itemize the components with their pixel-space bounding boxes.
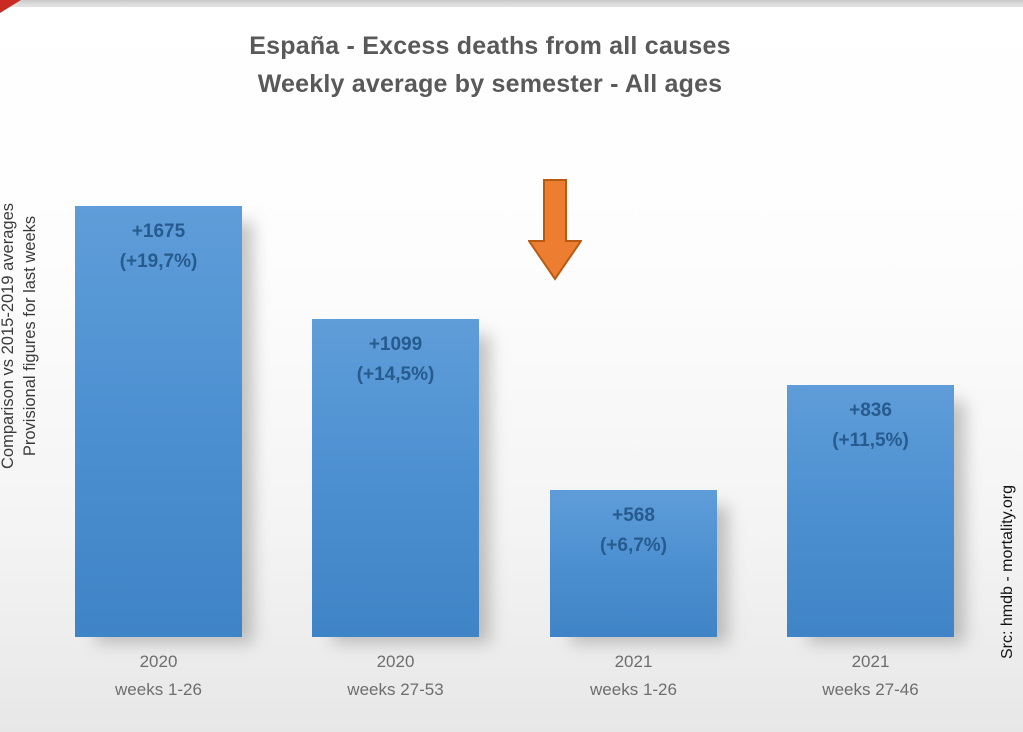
bar-value-label: +568 [612, 505, 655, 526]
x-axis-label-weeks: weeks 1-26 [590, 680, 677, 699]
left-annotation-line1: Comparison vs 2015-2019 averages [0, 203, 17, 469]
x-axis-label: 2020 weeks 1-26 [49, 648, 269, 704]
corner-marker [0, 0, 21, 13]
down-arrow-icon [528, 179, 582, 281]
bar-percent-label: (+14,5%) [356, 364, 435, 385]
x-axis-label: 2021 weeks 1-26 [524, 648, 744, 704]
bar-data-label: +1675 (+19,7%) [75, 206, 242, 277]
bar-2021-weeks-27-46: +836 (+11,5%) [787, 385, 954, 637]
bar-2020-weeks-1-26: +1675 (+19,7%) [75, 206, 242, 637]
x-axis-label: 2021 weeks 27-46 [761, 648, 981, 704]
bar-2021-weeks-1-26: +568 (+6,7%) [550, 490, 717, 637]
x-axis-label: 2020 weeks 27-53 [286, 648, 506, 704]
x-axis-label-weeks: weeks 27-46 [822, 680, 919, 699]
bar-data-label: +1099 (+14,5%) [312, 319, 479, 390]
x-axis-label-weeks: weeks 27-53 [347, 680, 444, 699]
bar-data-label: +568 (+6,7%) [550, 490, 717, 561]
source-annotation: Src: hmdb - mortality.org [999, 485, 1016, 659]
x-axis-label-year: 2020 [139, 652, 178, 671]
x-axis-label-year: 2021 [851, 652, 890, 671]
bar-percent-label: (+11,5%) [832, 430, 909, 451]
x-axis-label-year: 2021 [614, 652, 653, 671]
bar-data-label: +836 (+11,5%) [787, 385, 954, 456]
bar-2020-weeks-27-53: +1099 (+14,5%) [312, 319, 479, 637]
bar-value-label: +1675 [131, 221, 186, 242]
left-axis-annotation: Comparison vs 2015-2019 averages Provisi… [0, 125, 43, 547]
x-axis-label-year: 2020 [376, 652, 415, 671]
chart-title: España - Excess deaths from all causes W… [140, 27, 840, 103]
chart-title-line1: España - Excess deaths from all causes [249, 32, 731, 60]
bar-value-label: +1099 [368, 334, 423, 355]
left-annotation-line2: Provisional figures for last weeks [21, 215, 39, 457]
bar-value-label: +836 [849, 400, 892, 421]
x-axis-label-weeks: weeks 1-26 [115, 680, 202, 699]
top-border-strip [0, 0, 1023, 7]
chart-title-line2: Weekly average by semester - All ages [257, 70, 723, 98]
bar-percent-label: (+19,7%) [119, 251, 198, 272]
bar-percent-label: (+6,7%) [599, 535, 668, 556]
